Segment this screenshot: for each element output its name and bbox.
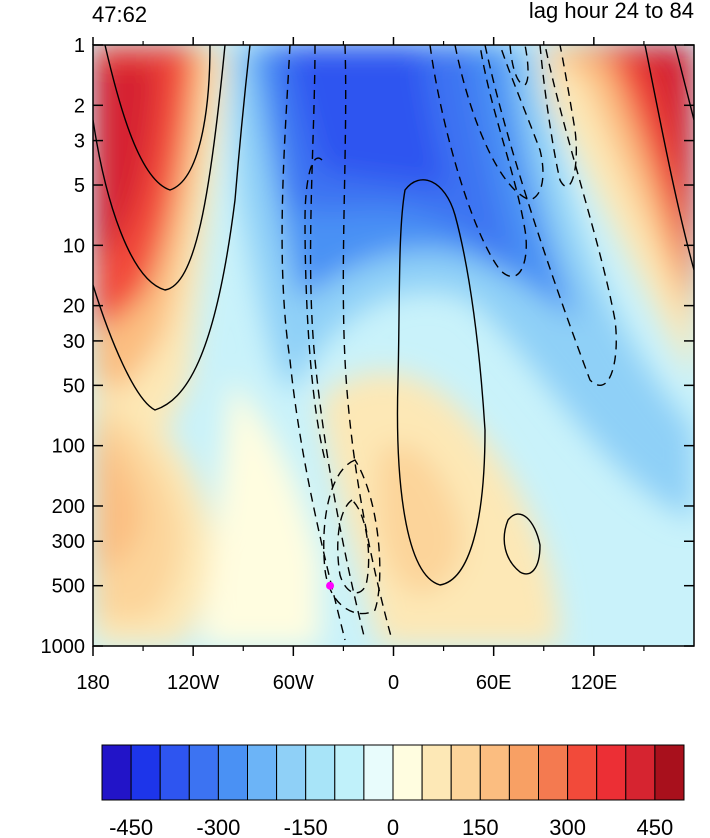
colorbar-box (538, 744, 569, 801)
colorbar-box (654, 744, 685, 801)
colorbar-box (217, 744, 248, 801)
colorbar-box (596, 744, 627, 801)
colorbar-box (334, 744, 365, 801)
y-tick-label: 1 (74, 35, 85, 57)
x-tick-label: 120W (167, 672, 219, 694)
colorbar-box (625, 744, 656, 801)
y-tick-label: 5 (74, 175, 85, 197)
colorbar-box (567, 744, 598, 801)
y-tick-label: 500 (52, 576, 85, 598)
marker (326, 581, 335, 590)
y-tick-label: 100 (52, 436, 85, 458)
colorbar-box (363, 744, 394, 801)
colorbar-box (188, 744, 219, 801)
colorbar-box (450, 744, 481, 801)
colorbar-box (130, 744, 161, 801)
colorbar-box (159, 744, 190, 801)
x-tick-label: 120E (570, 672, 617, 694)
colorbar-box (247, 744, 278, 801)
colorbar-label: 450 (637, 815, 674, 838)
y-axis: 1 2 3 5 10 20 30 50 100 200 300 500 1000 (41, 35, 694, 658)
y-tick-label: 50 (63, 375, 85, 397)
colorbar-box (508, 744, 539, 801)
x-tick-label: 60E (476, 672, 512, 694)
panel-label: 47:62 (92, 2, 148, 27)
colorbar-label: 150 (462, 815, 499, 838)
colorbar-box (479, 744, 510, 801)
colorbar-box (101, 744, 132, 801)
marker-point (326, 581, 335, 590)
y-tick-label: 2 (74, 95, 85, 117)
x-tick-label: 0 (388, 672, 399, 694)
y-tick-label: 300 (52, 531, 85, 553)
colorbar-label: -150 (284, 815, 328, 838)
contour-lines (93, 45, 694, 641)
colorbar-label: 0 (387, 815, 399, 838)
colorbar: -450 -300 -150 0 150 300 450 (101, 744, 685, 838)
colorbar-label: 300 (549, 815, 586, 838)
lag-label: lag hour 24 to 84 (528, 0, 694, 23)
y-tick-label: 200 (52, 496, 85, 518)
colorbar-label: -300 (196, 815, 240, 838)
y-tick-label: 10 (63, 235, 85, 257)
y-tick-label: 30 (63, 331, 85, 353)
x-tick-label: 60W (273, 672, 314, 694)
colorbar-box (305, 744, 336, 801)
colorbar-box (276, 744, 307, 801)
y-tick-label: 3 (74, 131, 85, 153)
colorbar-box (392, 744, 423, 801)
y-tick-label: 1000 (41, 636, 86, 658)
x-tick-label: 180 (76, 672, 109, 694)
colorbar-label: -450 (109, 815, 153, 838)
shaded-field (93, 45, 694, 646)
x-axis: 180 120W 60W 0 60E 120E (76, 37, 645, 694)
colorbar-box (421, 744, 452, 801)
y-tick-label: 20 (63, 296, 85, 318)
